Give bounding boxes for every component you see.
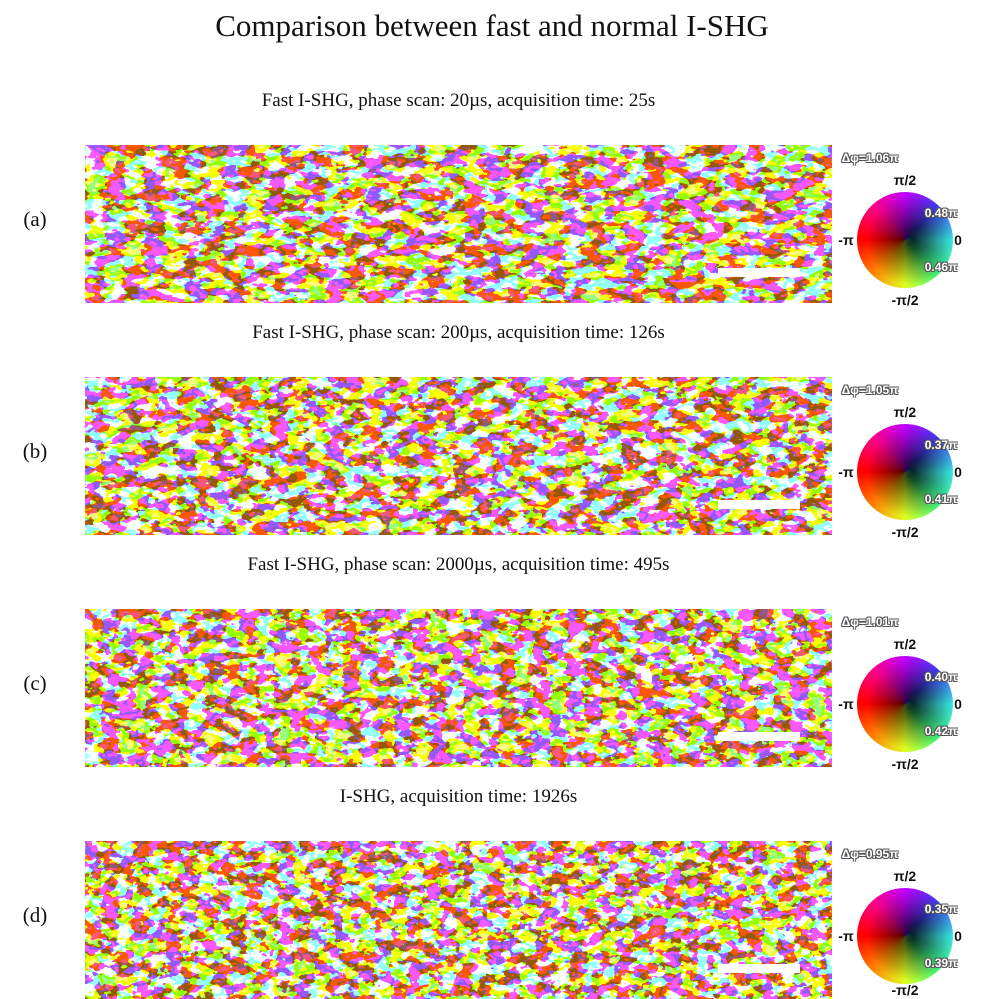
panel-caption: I-SHG, acquisition time: 1926s — [339, 786, 578, 807]
phase-image — [85, 377, 832, 535]
delta-phase-label: Δφ=1.05π — [841, 383, 899, 397]
phase-image — [85, 841, 832, 999]
phase-image — [85, 145, 832, 303]
phase-color-wheel — [857, 656, 953, 752]
panel-label: (b) — [22, 439, 48, 463]
wheel-upper-label: 0.48π — [924, 206, 958, 220]
wheel-upper-label: 0.35π — [924, 902, 958, 916]
wheel-left-label: -π — [838, 696, 854, 712]
phase-texture — [85, 609, 832, 767]
phase-image — [85, 609, 832, 767]
phase-texture — [85, 841, 832, 999]
panel-caption: Fast I-SHG, phase scan: 2000µs, acquisit… — [247, 554, 670, 575]
figure-title: Comparison between fast and normal I-SHG — [215, 8, 769, 43]
delta-phase-label: Δφ=1.06π — [841, 151, 899, 165]
wheel-bottom-label: -π/2 — [891, 524, 919, 540]
wheel-bottom-label: -π/2 — [891, 292, 919, 308]
wheel-left-label: -π — [838, 232, 854, 248]
wheel-right-label: 0 — [954, 232, 962, 248]
panel-label: (d) — [22, 903, 48, 927]
panel-caption: Fast I-SHG, phase scan: 20µs, acquisitio… — [261, 90, 656, 111]
wheel-right-label: 0 — [954, 464, 962, 480]
wheel-top-label: π/2 — [893, 636, 917, 652]
panel-label: (a) — [23, 207, 47, 231]
wheel-right-label: 0 — [954, 696, 962, 712]
delta-phase-label: Δφ=0.95π — [841, 847, 899, 861]
wheel-bottom-label: -π/2 — [891, 982, 919, 998]
wheel-lower-label: 0.46π — [924, 260, 958, 274]
phase-color-wheel — [857, 424, 953, 520]
wheel-lower-label: 0.39π — [924, 956, 958, 970]
phase-texture — [85, 145, 832, 303]
wheel-top-label: π/2 — [893, 404, 917, 420]
wheel-top-label: π/2 — [893, 172, 917, 188]
phase-texture — [85, 377, 832, 535]
wheel-left-label: -π — [838, 928, 854, 944]
wheel-left-label: -π — [838, 464, 854, 480]
scale-bar — [718, 732, 800, 741]
scale-bar — [718, 268, 800, 277]
phase-color-wheel — [857, 888, 953, 984]
scale-bar — [718, 964, 800, 973]
wheel-upper-label: 0.40π — [924, 670, 958, 684]
wheel-bottom-label: -π/2 — [891, 756, 919, 772]
wheel-lower-label: 0.42π — [924, 724, 958, 738]
phase-color-wheel — [857, 192, 953, 288]
panel-label: (c) — [23, 671, 47, 695]
delta-phase-label: Δφ=1.01π — [841, 615, 899, 629]
scale-bar — [718, 500, 800, 509]
wheel-top-label: π/2 — [893, 868, 917, 884]
wheel-upper-label: 0.37π — [924, 438, 958, 452]
panel-caption: Fast I-SHG, phase scan: 200µs, acquisiti… — [252, 322, 665, 343]
wheel-lower-label: 0.41π — [924, 492, 958, 506]
wheel-right-label: 0 — [954, 928, 962, 944]
